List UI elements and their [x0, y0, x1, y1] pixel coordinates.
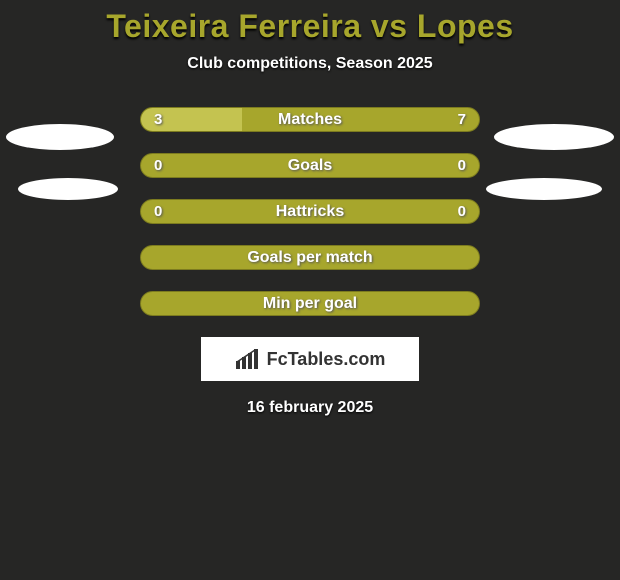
stat-value-left: 3	[154, 107, 162, 132]
stat-value-left: 0	[154, 199, 162, 224]
branding-inner: FcTables.com	[235, 349, 386, 370]
stat-value-right: 0	[458, 199, 466, 224]
comparison-widget: Teixeira Ferreira vs Lopes Club competit…	[0, 0, 620, 580]
stat-bar	[140, 245, 480, 270]
player-left-shape-2	[18, 178, 118, 200]
page-subtitle: Club competitions, Season 2025	[0, 55, 620, 73]
stat-value-right: 7	[458, 107, 466, 132]
stat-row: Min per goal	[140, 291, 480, 316]
stat-bar	[140, 107, 480, 132]
bars-chart-icon	[235, 349, 263, 369]
player-right-shape-1	[494, 124, 614, 150]
stat-row: 3 Matches 7	[140, 107, 480, 132]
stat-row: 0 Goals 0	[140, 153, 480, 178]
stat-bar	[140, 291, 480, 316]
player-left-shape-1	[6, 124, 114, 150]
stat-bar	[140, 153, 480, 178]
branding-text: FcTables.com	[267, 349, 386, 370]
branding-box[interactable]: FcTables.com	[201, 337, 419, 381]
page-title: Teixeira Ferreira vs Lopes	[0, 0, 620, 45]
stat-row: 0 Hattricks 0	[140, 199, 480, 224]
stat-row: Goals per match	[140, 245, 480, 270]
player-right-shape-2	[486, 178, 602, 200]
generated-date: 16 february 2025	[0, 399, 620, 417]
stat-value-left: 0	[154, 153, 162, 178]
stat-value-right: 0	[458, 153, 466, 178]
stat-bar	[140, 199, 480, 224]
